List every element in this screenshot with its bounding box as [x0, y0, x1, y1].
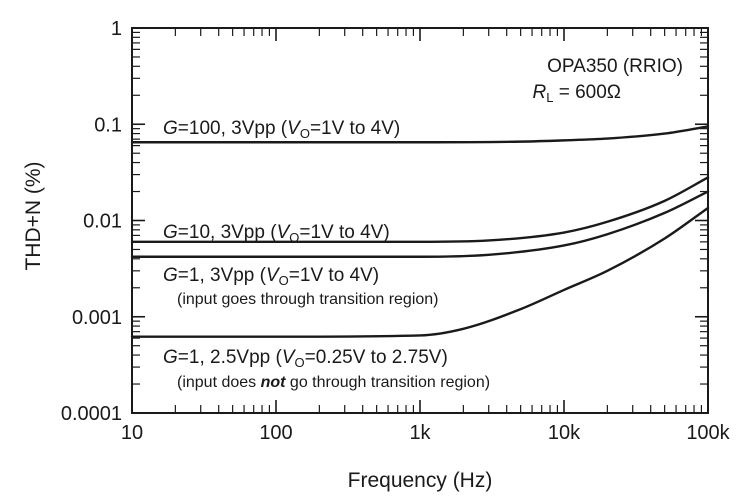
- load-resistance-label: RL = 600Ω: [532, 82, 621, 105]
- series-curve-g1-2p5vpp: [130, 206, 710, 338]
- x-axis-title: Frequency (Hz): [348, 469, 493, 492]
- series-note-g1-2p5vpp-post: go through transition region): [285, 374, 490, 391]
- series-note-g1-3vpp: (input goes through transition region): [177, 291, 439, 308]
- x-tick-label: 10k: [548, 422, 581, 444]
- series-note-g1-2p5vpp-pre: (input does: [177, 374, 261, 391]
- series-label-g1-3vpp-main: =1, 3Vpp (: [178, 265, 267, 286]
- series-label-g1-2p5vpp: G=1, 2.5Vpp (VO=0.25V to 2.75V): [163, 347, 448, 370]
- load-resistance-value: = 600Ω: [553, 82, 621, 103]
- load-resistance-subscript: L: [546, 90, 553, 105]
- series-lines: [130, 125, 710, 338]
- series-label-g1-3vpp-gain: G: [163, 265, 178, 286]
- x-tick-label: 100k: [686, 422, 730, 444]
- series-label-g1-3vpp: G=1, 3Vpp (VO=1V to 4V): [163, 265, 379, 288]
- series-note-g1-2p5vpp-emphasis: not: [261, 374, 287, 391]
- series-label-g10-vsub: O: [289, 230, 299, 245]
- series-label-g10-tail: =1V to 4V): [299, 222, 389, 243]
- series-label-g100: G=100, 3Vpp (VO=1V to 4V): [163, 118, 400, 141]
- series-label-g1-2p5vpp-vsub: O: [295, 355, 305, 370]
- x-tick-labels: 10 100 1k 10k 100k: [121, 422, 731, 444]
- y-tick-label: 0.01: [83, 211, 122, 233]
- y-tick-label: 0.1: [94, 114, 122, 136]
- x-tick-label: 1k: [409, 422, 431, 444]
- series-label-g1-2p5vpp-tail: =0.25V to 2.75V): [305, 347, 448, 368]
- series-curve-g10: [130, 176, 710, 244]
- y-tick-label: 0.001: [72, 307, 122, 329]
- x-tick-label: 100: [259, 422, 292, 444]
- series-curve-g100: [130, 125, 710, 144]
- series-label-g1-2p5vpp-gain: G: [163, 347, 178, 368]
- y-tick-label: 0.0001: [61, 403, 122, 425]
- y-tick-labels: 0.0001 0.001 0.01 0.1 1: [61, 18, 122, 425]
- y-axis-title: THD+N (%): [22, 161, 45, 270]
- series-label-g1-2p5vpp-main: =1, 2.5Vpp (: [178, 347, 283, 368]
- series-label-g1-3vpp-v: V: [266, 265, 281, 286]
- y-tick-label: 1: [111, 18, 122, 40]
- x-tick-label: 10: [121, 422, 143, 444]
- series-note-g1-2p5vpp: (input does not go through transition re…: [177, 374, 490, 391]
- device-name-label: OPA350 (RRIO): [547, 56, 683, 77]
- series-label-g1-3vpp-tail: =1V to 4V): [289, 265, 379, 286]
- series-label-g100-gain: G: [163, 118, 178, 139]
- load-resistance-symbol: R: [532, 82, 546, 103]
- series-label-g10-gain: G: [163, 222, 178, 243]
- series-label-g1-2p5vpp-v: V: [282, 347, 297, 368]
- plot-area: [130, 27, 710, 414]
- series-label-g100-vsub: O: [300, 126, 310, 141]
- series-label-g100-main: =100, 3Vpp (: [178, 118, 288, 139]
- series-label-g1-3vpp-vsub: O: [279, 273, 289, 288]
- series-label-g10-main: =10, 3Vpp (: [178, 222, 277, 243]
- minor-ticks: [132, 28, 708, 413]
- series-label-g100-v: V: [287, 118, 302, 139]
- series-label-g10: G=10, 3Vpp (VO=1V to 4V): [163, 222, 390, 245]
- series-label-g100-tail: =1V to 4V): [310, 118, 400, 139]
- series-curve-g1-3vpp: [130, 190, 710, 258]
- series-label-g10-v: V: [277, 222, 292, 243]
- major-ticks: [131, 27, 709, 414]
